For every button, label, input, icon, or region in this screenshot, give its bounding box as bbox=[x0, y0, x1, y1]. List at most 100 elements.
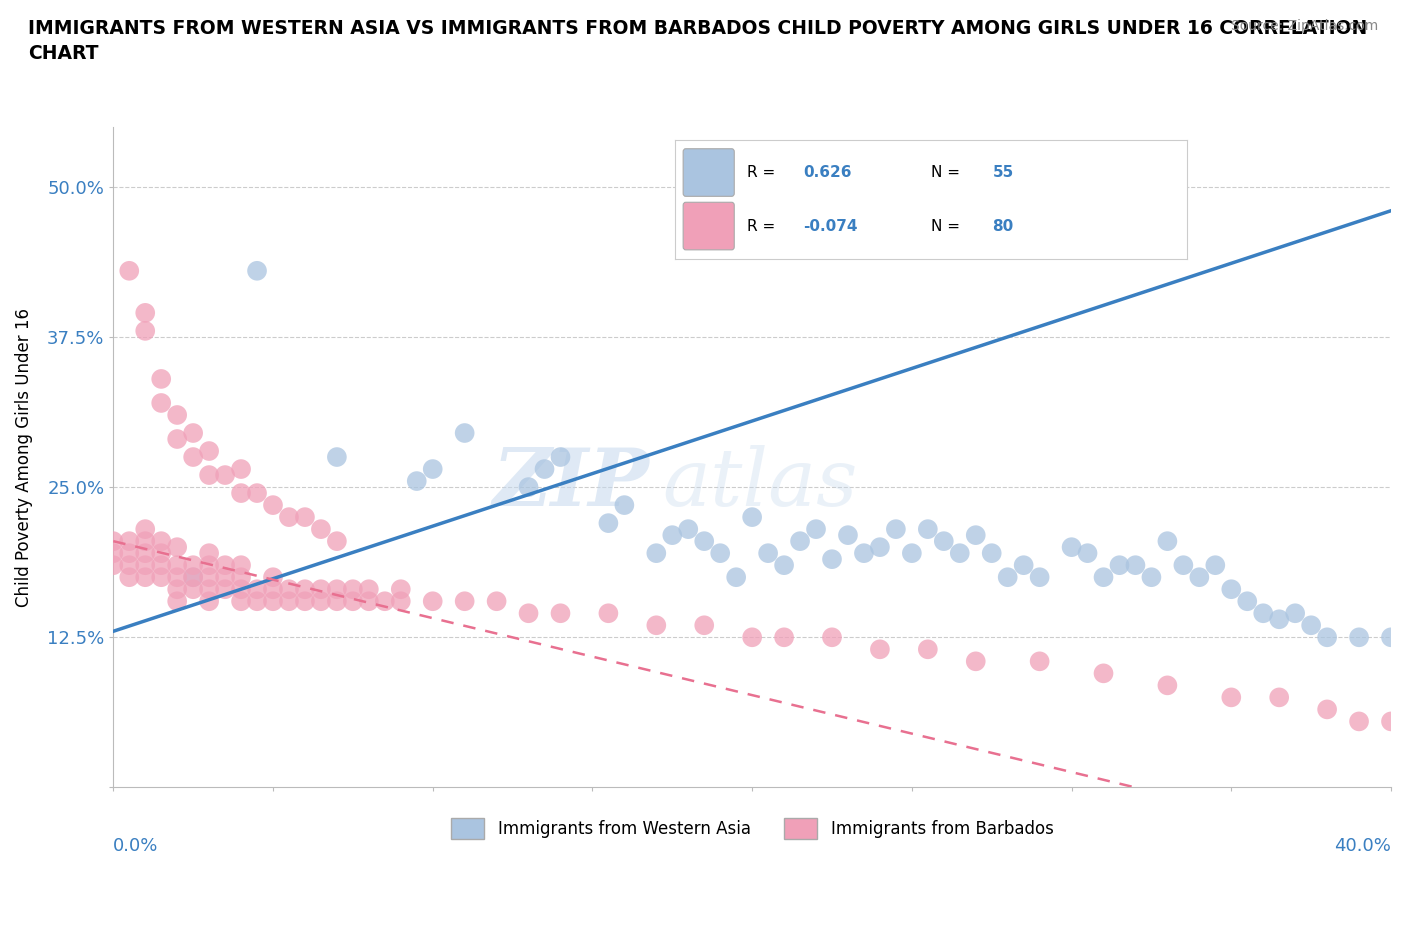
Point bbox=[326, 593, 349, 608]
Point bbox=[485, 593, 508, 608]
Point bbox=[181, 426, 204, 441]
Point bbox=[1251, 605, 1274, 620]
Point bbox=[1268, 690, 1291, 705]
Point bbox=[262, 498, 284, 512]
Point bbox=[150, 371, 173, 386]
Point bbox=[118, 570, 141, 585]
Point bbox=[198, 582, 221, 597]
Point bbox=[357, 593, 380, 608]
Text: IMMIGRANTS FROM WESTERN ASIA VS IMMIGRANTS FROM BARBADOS CHILD POVERTY AMONG GIR: IMMIGRANTS FROM WESTERN ASIA VS IMMIGRAN… bbox=[28, 19, 1368, 62]
Point bbox=[980, 546, 1002, 561]
Point bbox=[517, 480, 540, 495]
Point bbox=[150, 570, 173, 585]
Point bbox=[181, 449, 204, 464]
Point bbox=[789, 534, 811, 549]
Point bbox=[166, 539, 188, 554]
Point bbox=[693, 618, 716, 632]
Point bbox=[852, 546, 875, 561]
Point bbox=[309, 593, 332, 608]
Point bbox=[246, 593, 269, 608]
Point bbox=[118, 263, 141, 278]
Point bbox=[357, 582, 380, 597]
Point bbox=[214, 558, 236, 573]
Point bbox=[134, 522, 156, 537]
Point bbox=[1316, 702, 1339, 717]
Point bbox=[246, 582, 269, 597]
Point bbox=[405, 473, 427, 488]
Point bbox=[181, 582, 204, 597]
Point bbox=[229, 593, 252, 608]
Point bbox=[229, 582, 252, 597]
Point bbox=[134, 570, 156, 585]
Legend: Immigrants from Western Asia, Immigrants from Barbados: Immigrants from Western Asia, Immigrants… bbox=[444, 812, 1060, 845]
Point bbox=[1268, 612, 1291, 627]
Point bbox=[965, 654, 987, 669]
Point bbox=[262, 570, 284, 585]
Point bbox=[309, 522, 332, 537]
Point bbox=[134, 305, 156, 320]
Text: 40.0%: 40.0% bbox=[1334, 837, 1391, 855]
Point bbox=[214, 582, 236, 597]
Point bbox=[869, 642, 891, 657]
Point bbox=[229, 570, 252, 585]
Point bbox=[917, 522, 939, 537]
Point bbox=[342, 582, 364, 597]
Point bbox=[884, 522, 907, 537]
Point bbox=[198, 558, 221, 573]
Point bbox=[422, 593, 444, 608]
Point bbox=[198, 570, 221, 585]
Point bbox=[134, 558, 156, 573]
Point bbox=[389, 593, 412, 608]
Point bbox=[150, 395, 173, 410]
Point bbox=[1379, 714, 1402, 729]
Point bbox=[150, 546, 173, 561]
Point bbox=[1236, 593, 1258, 608]
Point bbox=[821, 551, 844, 566]
Point bbox=[134, 546, 156, 561]
Text: Source: ZipAtlas.com: Source: ZipAtlas.com bbox=[1230, 19, 1378, 33]
Point bbox=[1108, 558, 1130, 573]
Point bbox=[645, 546, 668, 561]
Point bbox=[1092, 666, 1115, 681]
Point bbox=[517, 605, 540, 620]
Point bbox=[997, 570, 1019, 585]
Point bbox=[709, 546, 731, 561]
Point bbox=[693, 534, 716, 549]
Point bbox=[262, 593, 284, 608]
Point bbox=[103, 546, 125, 561]
Point bbox=[326, 534, 349, 549]
Point bbox=[118, 546, 141, 561]
Point bbox=[166, 558, 188, 573]
Point bbox=[134, 324, 156, 339]
Point bbox=[1173, 558, 1195, 573]
Point bbox=[453, 593, 475, 608]
Point bbox=[1077, 546, 1099, 561]
Point bbox=[869, 539, 891, 554]
Text: 0.0%: 0.0% bbox=[114, 837, 159, 855]
Point bbox=[166, 432, 188, 446]
Point bbox=[134, 534, 156, 549]
Point bbox=[181, 570, 204, 585]
Point bbox=[1220, 690, 1243, 705]
Point bbox=[1348, 630, 1371, 644]
Point bbox=[661, 527, 683, 542]
Point bbox=[1060, 539, 1083, 554]
Point bbox=[309, 582, 332, 597]
Point bbox=[278, 510, 301, 525]
Point bbox=[550, 449, 572, 464]
Point bbox=[278, 582, 301, 597]
Point bbox=[278, 593, 301, 608]
Point bbox=[1028, 570, 1050, 585]
Point bbox=[613, 498, 636, 512]
Point bbox=[1348, 714, 1371, 729]
Point bbox=[1220, 582, 1243, 597]
Point bbox=[198, 546, 221, 561]
Point bbox=[741, 630, 763, 644]
Point bbox=[214, 468, 236, 483]
Point bbox=[837, 527, 859, 542]
Point bbox=[262, 582, 284, 597]
Point bbox=[1188, 570, 1211, 585]
Point bbox=[246, 263, 269, 278]
Point bbox=[229, 558, 252, 573]
Point bbox=[901, 546, 924, 561]
